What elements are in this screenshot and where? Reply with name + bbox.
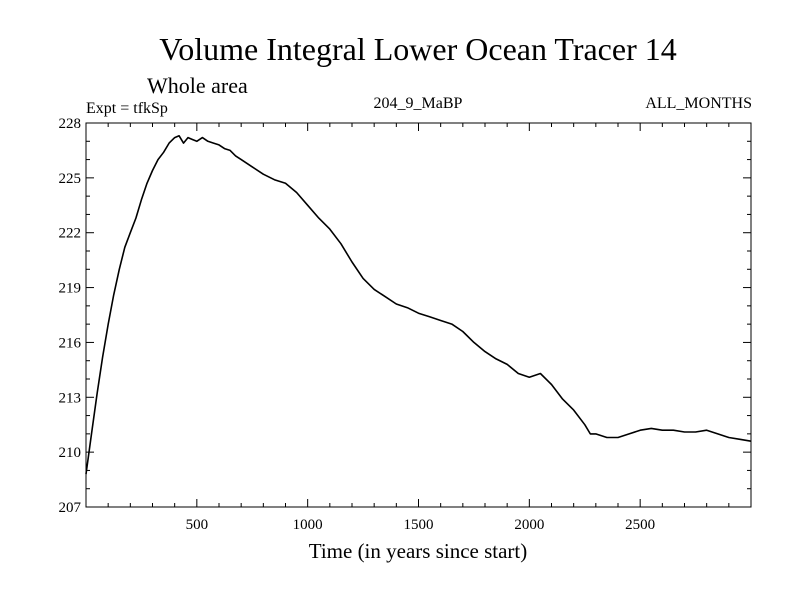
series-group bbox=[85, 135, 752, 475]
y-tick-label: 210 bbox=[59, 445, 82, 461]
y-tick-label: 216 bbox=[59, 335, 82, 351]
chart-subtitle: Whole area bbox=[147, 73, 248, 98]
y-axis-ticks: 207 210 213 216 219 222 225 228 bbox=[59, 116, 751, 516]
plot-frame bbox=[85, 122, 752, 508]
y-tick-label: 225 bbox=[59, 171, 82, 187]
period-label: 204_9_MaBP bbox=[374, 95, 463, 112]
y-tick-label: 228 bbox=[59, 116, 82, 132]
months-label: ALL_MONTHS bbox=[645, 95, 752, 112]
expt-label: Expt = tfkSp bbox=[86, 100, 168, 117]
x-tick-label: 2500 bbox=[625, 517, 655, 533]
x-tick-label: 500 bbox=[186, 517, 209, 533]
x-axis-ticks: 500 1000 1500 2000 2500 bbox=[107, 123, 730, 533]
x-tick-label: 1500 bbox=[404, 517, 434, 533]
x-tick-label: 2000 bbox=[514, 517, 544, 533]
chart-title: Volume Integral Lower Ocean Tracer 14 bbox=[159, 31, 676, 67]
y-tick-label: 207 bbox=[59, 500, 82, 516]
x-axis-label: Time (in years since start) bbox=[309, 539, 528, 563]
x-tick-label: 1000 bbox=[293, 517, 323, 533]
series-line bbox=[85, 135, 752, 475]
y-tick-label: 222 bbox=[59, 226, 82, 242]
y-tick-label: 219 bbox=[59, 281, 82, 297]
y-tick-label: 213 bbox=[59, 390, 82, 406]
